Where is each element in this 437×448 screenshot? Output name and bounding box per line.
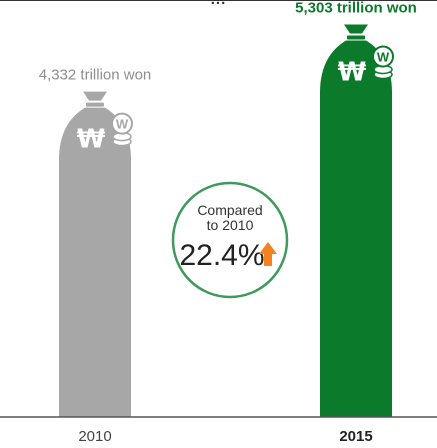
up-arrow-icon bbox=[259, 242, 277, 266]
data-label-2010: 4,332 trillion won bbox=[39, 67, 152, 84]
coin-face bbox=[372, 45, 394, 68]
comparison-label-line2: to 2010 bbox=[207, 217, 254, 233]
won-coin-icon: W bbox=[372, 45, 394, 80]
money-bag-tie bbox=[347, 35, 365, 40]
won-coin-icon: W bbox=[111, 112, 133, 147]
bar-group-2010: ₩ W 4,332 trillion won 2010 bbox=[39, 67, 152, 445]
money-bag-knot bbox=[83, 91, 107, 101]
currency-symbol: ₩ bbox=[338, 58, 367, 88]
x-tick-label-2010: 2010 bbox=[78, 428, 111, 445]
coin-symbol: W bbox=[116, 117, 129, 132]
coin-face bbox=[111, 112, 133, 135]
data-label-2015: 5,303 trillion won bbox=[295, 0, 417, 17]
bar-2015 bbox=[320, 40, 392, 418]
top-rule bbox=[0, 0, 437, 1]
bar-2010 bbox=[59, 107, 131, 417]
chart-top-title: ... bbox=[0, 0, 437, 8]
comparison-label-line1: Compared bbox=[197, 202, 262, 218]
x-tick-label-2015: 2015 bbox=[339, 428, 372, 445]
money-bag-tie bbox=[86, 102, 104, 107]
comparison-value: 22.4% bbox=[179, 239, 264, 272]
currency-symbol: ₩ bbox=[77, 125, 106, 155]
coin-symbol: W bbox=[377, 50, 390, 65]
money-bag-knot bbox=[344, 24, 368, 34]
bar-group-2015: ₩ W 5,303 trillion won 2015 bbox=[295, 0, 417, 445]
comparison-circle bbox=[171, 181, 289, 299]
